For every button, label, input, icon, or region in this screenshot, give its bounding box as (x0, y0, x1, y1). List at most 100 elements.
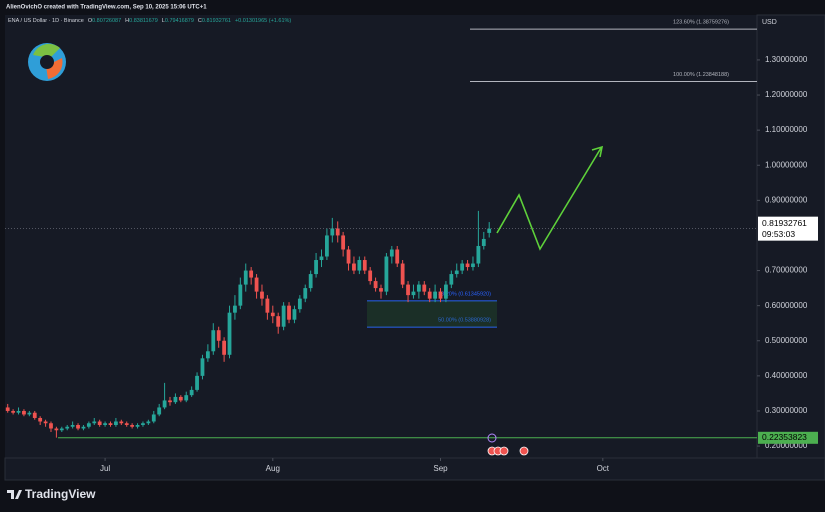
legend: ENA / US Dollar · 1D · Binance O0.8072608… (8, 18, 291, 24)
y-tick-label: 1.10000000 (765, 125, 808, 134)
y-tick-label: 0.70000000 (765, 266, 808, 275)
candle-body (238, 284, 243, 306)
candle-body (357, 260, 362, 271)
candle-body (438, 291, 443, 299)
candle-body (433, 291, 438, 299)
candle-body (368, 270, 373, 282)
currency: USD (762, 19, 777, 26)
y-tick-label: 0.40000000 (765, 371, 808, 380)
candle-body (449, 274, 454, 285)
candle-body (444, 284, 448, 299)
candle-body (292, 309, 297, 320)
candle-body (362, 260, 367, 271)
candle-body (395, 249, 400, 264)
candle-body (373, 281, 378, 289)
candle-body (70, 425, 75, 427)
candle-body (406, 284, 410, 296)
candle-body (303, 288, 308, 299)
candle-body (427, 291, 432, 299)
candle-body (270, 312, 275, 317)
projection-arrow (496, 147, 602, 251)
candle-body (22, 410, 26, 415)
candle-body (276, 316, 281, 327)
y-tick-label: 0.50000000 (765, 336, 808, 345)
candle-body (146, 421, 151, 424)
candle-body (352, 263, 356, 271)
candle-body (173, 396, 178, 403)
candle-body (297, 298, 302, 310)
brand-name: TradingView (25, 487, 96, 501)
countdown: 09:53:03 (762, 229, 795, 239)
y-tick-label: 0.60000000 (765, 301, 808, 310)
candle-body (341, 235, 346, 250)
candle-body (86, 423, 91, 427)
logo (28, 43, 66, 81)
candle-body (81, 426, 86, 429)
candle-body (189, 389, 194, 396)
candle-body (119, 421, 124, 424)
y-tick-label: 0.90000000 (765, 195, 808, 204)
candle-body (141, 423, 145, 426)
candle-body (265, 298, 270, 313)
candle-body (16, 410, 21, 413)
candle-body (260, 291, 264, 299)
legend-key: O (88, 18, 93, 24)
candle-body (216, 330, 221, 341)
candle-body (314, 260, 318, 275)
candle-body (416, 284, 421, 292)
candle-body (319, 256, 324, 261)
candle-body (135, 425, 140, 427)
y-tick-label: 1.20000000 (765, 90, 808, 99)
fib-label: 123.60% (1.38759276) (673, 20, 729, 26)
time-axis (4, 457, 825, 481)
arrow-head (591, 145, 604, 158)
candle-body (32, 412, 37, 418)
candle-body (233, 305, 237, 313)
candle-body (422, 284, 427, 292)
candle-body (43, 421, 48, 424)
legend-key: C (198, 18, 202, 24)
candle-body (162, 400, 167, 408)
candle-body (460, 263, 465, 271)
fib-zone (367, 300, 497, 328)
candle-body (11, 410, 16, 413)
legend-value: 0.83811679 (129, 18, 158, 24)
candle-body (184, 395, 189, 401)
candle-body (59, 428, 64, 431)
candle-body (249, 270, 254, 278)
candle-body (211, 330, 216, 352)
candle-body (487, 228, 492, 233)
candle-body (384, 256, 389, 292)
y-tick-label: 0.30000000 (765, 406, 808, 415)
candle-body (335, 228, 340, 236)
last-price-tag (758, 216, 818, 241)
support-tag (758, 431, 818, 444)
plot-area (5, 15, 757, 458)
candle-body (38, 417, 43, 422)
x-tick-label: Sep (433, 464, 448, 473)
legend-value: 0.80726087 (92, 18, 121, 24)
event-marker (519, 446, 529, 456)
x-tick-label: Aug (266, 464, 280, 473)
legend-key: L (162, 18, 165, 24)
header: AlienOvichO created with TradingView.com… (6, 5, 207, 11)
candle-body (108, 423, 113, 426)
candle-body (65, 426, 70, 429)
candle-body (465, 263, 470, 268)
candle-body (481, 238, 486, 246)
candle-body (400, 263, 405, 285)
candle-body (205, 351, 210, 359)
legend-value: 0.79416879 (165, 18, 194, 24)
candle-body (130, 425, 135, 427)
candle-body (243, 270, 248, 285)
candle-body (346, 249, 351, 264)
candle-body (389, 249, 394, 257)
candle-body (227, 312, 232, 355)
event-marker (487, 433, 497, 443)
candle-body (76, 425, 80, 429)
candle-body (281, 305, 286, 327)
candle-body (308, 274, 313, 289)
candle-body (287, 305, 291, 320)
